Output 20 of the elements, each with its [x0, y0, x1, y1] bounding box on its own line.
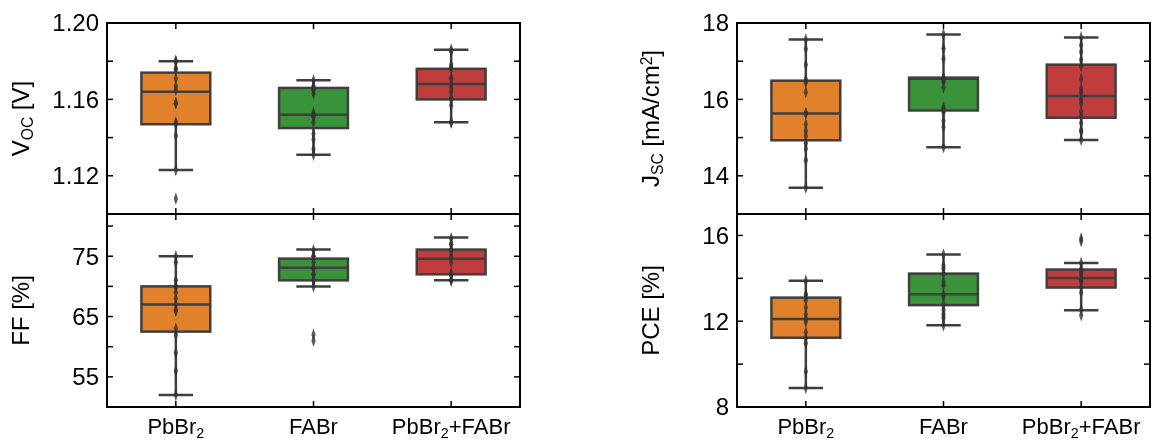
y-tick-label: 8 — [715, 393, 729, 421]
x-tick-label: PbBr$_{2}$ — [147, 414, 205, 441]
y-tick-label: 1.16 — [52, 85, 99, 113]
y-tick-label: 14 — [702, 162, 729, 190]
y-tick-label: 75 — [72, 242, 99, 270]
y-tick-label: 12 — [702, 307, 729, 335]
y-axis-title: PCE [%] — [637, 265, 664, 356]
x-tick-label: FABr — [289, 414, 338, 439]
x-tick-label: FABr — [919, 414, 968, 439]
y-tick-label: 65 — [72, 302, 99, 330]
x-tick-label: PbBr$_{2}$ — [777, 414, 835, 441]
y-tick-label: 18 — [702, 9, 729, 37]
y-tick-label: 1.20 — [52, 9, 99, 37]
y-axis-title: FF [%] — [7, 275, 34, 346]
y-tick-label: 55 — [72, 363, 99, 391]
x-tick-label: PbBr$_{2}$+FABr — [391, 414, 511, 441]
y-tick-label: 16 — [702, 85, 729, 113]
x-tick-label: PbBr$_{2}$+FABr — [1021, 414, 1141, 441]
y-tick-label: 16 — [702, 221, 729, 249]
y-tick-label: 1.12 — [52, 162, 99, 190]
